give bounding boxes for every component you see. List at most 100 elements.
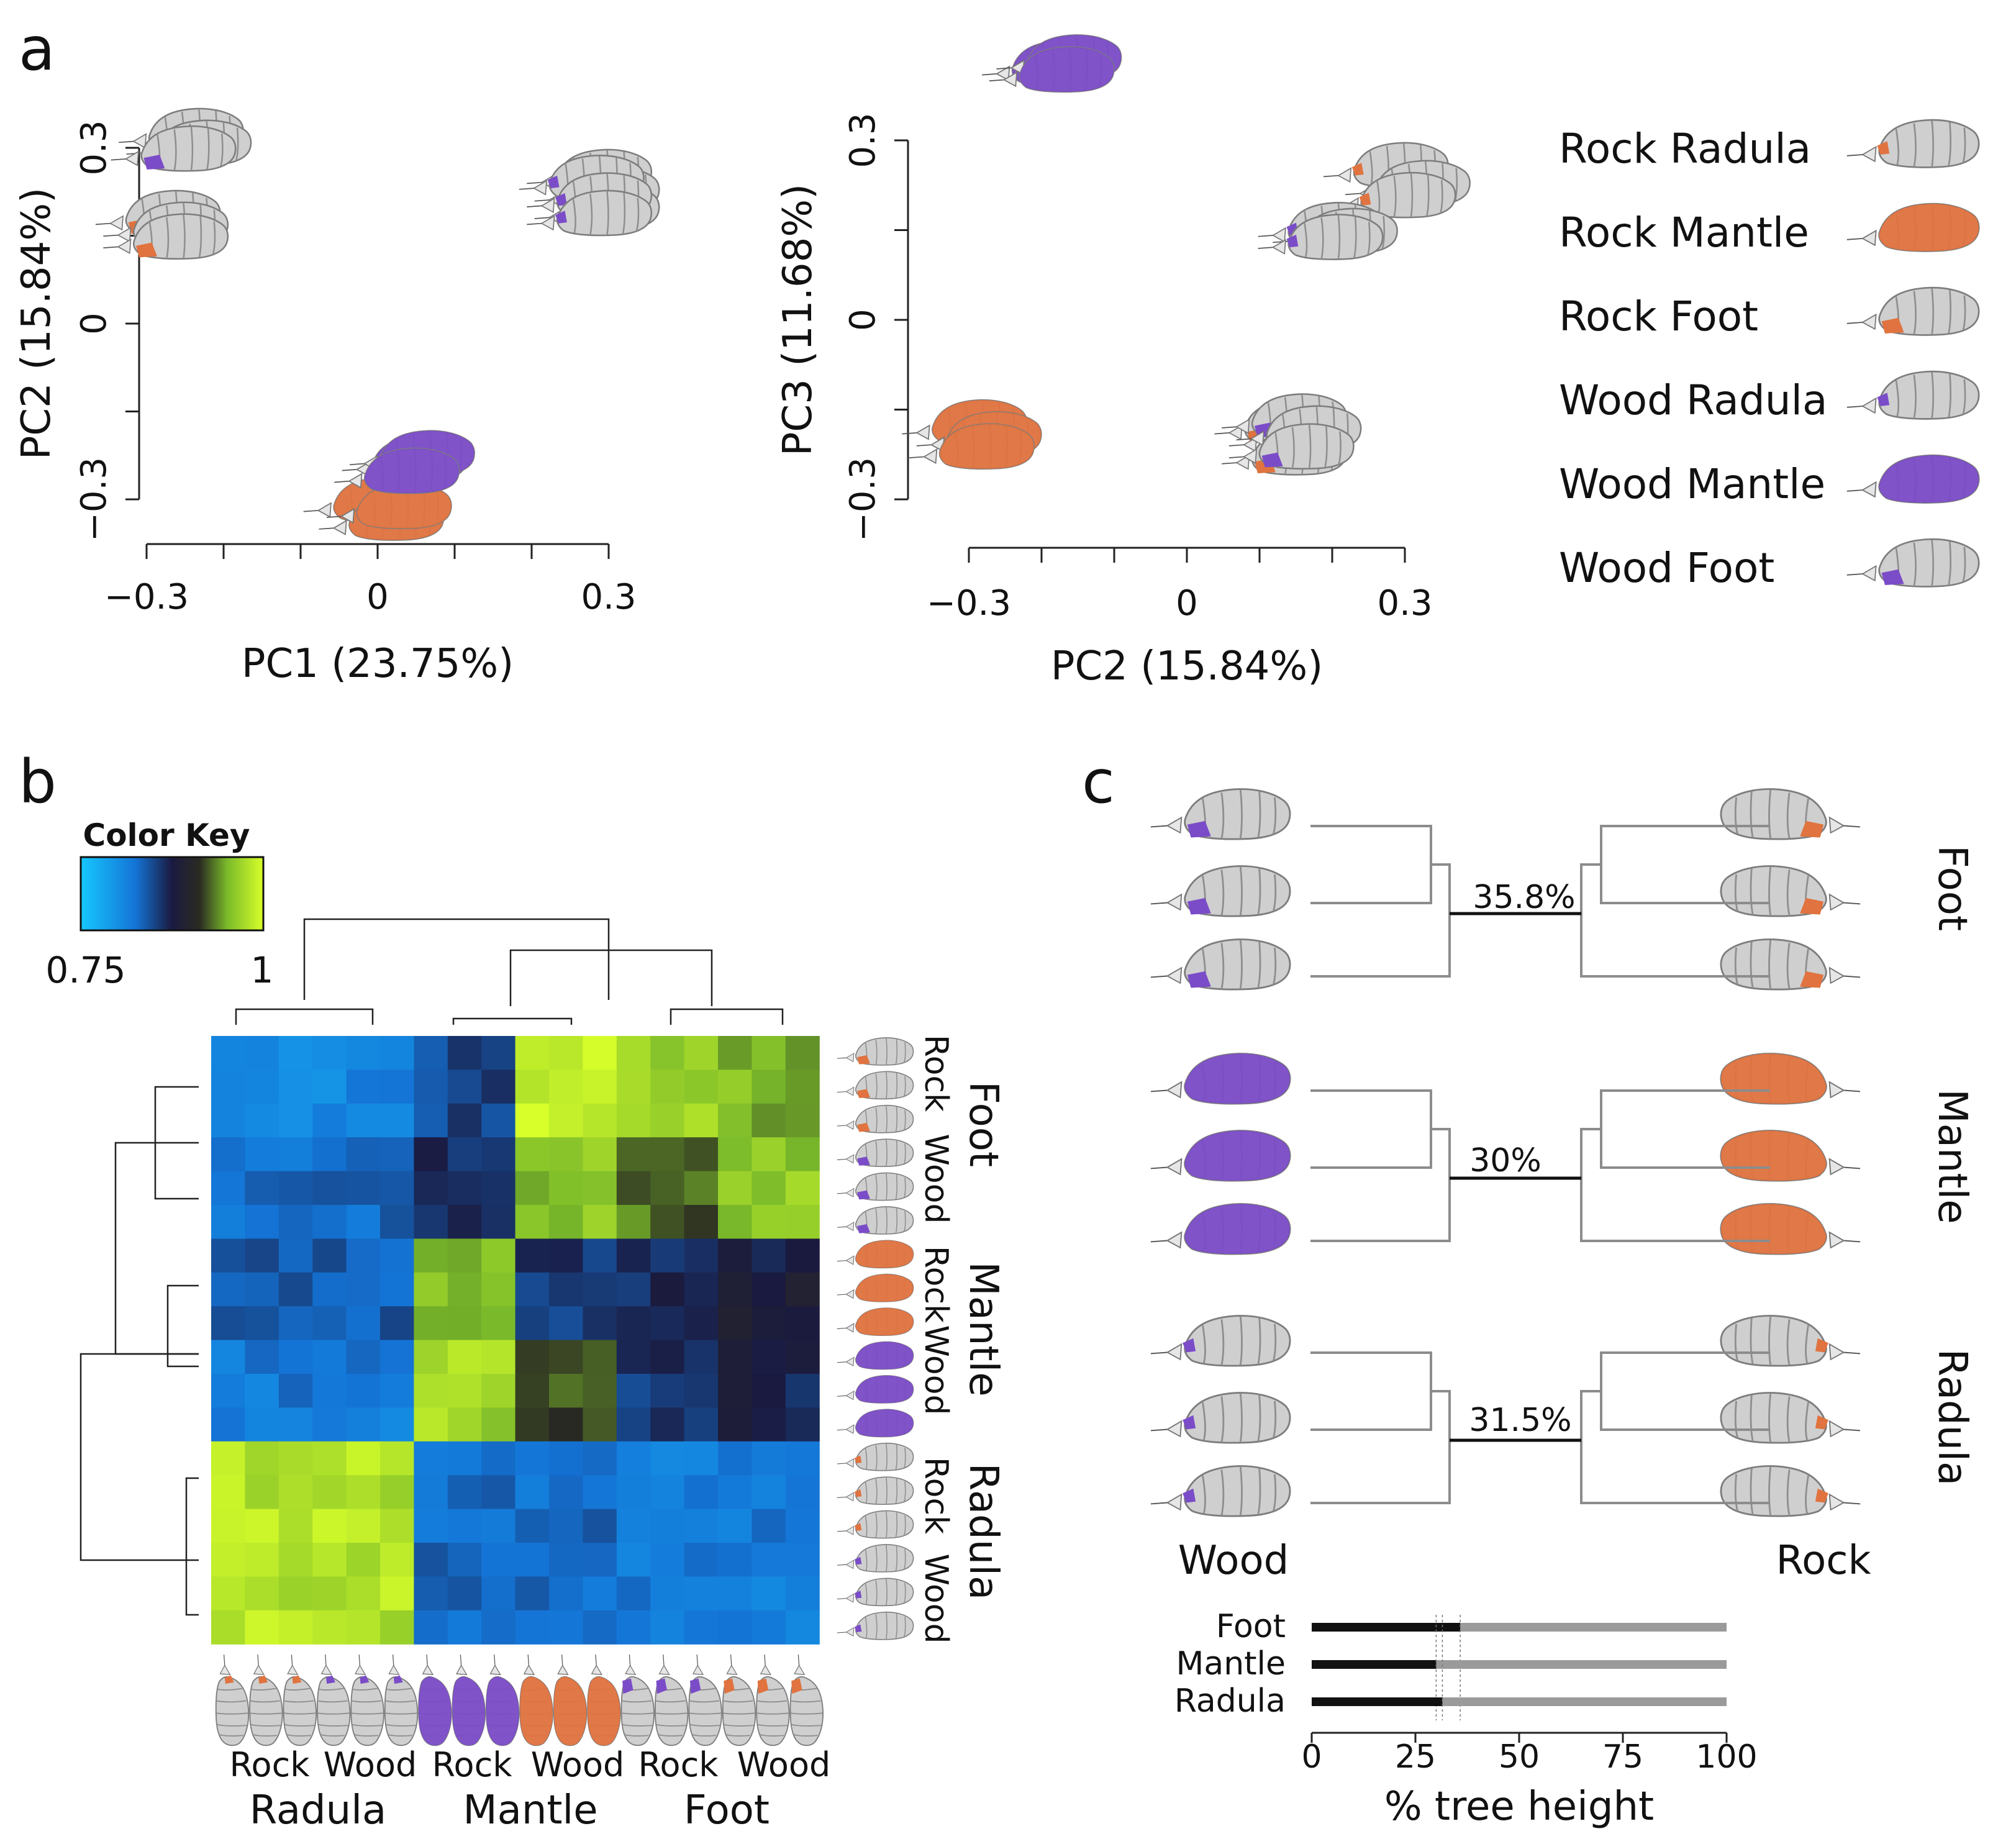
legend: Rock Radula Rock Mantle Rock Foot Wood Radu… [1559,119,1980,592]
heatmap-cell [549,1205,583,1239]
percent-label-radula: 31.5% [1469,1402,1571,1439]
row-sample-icon [837,1442,914,1471]
column-sample-icon [350,1654,384,1746]
rock-sample-icon [1720,1315,1861,1367]
heatmap-cell [211,1137,245,1172]
heatmap-cell [346,1543,381,1577]
row-sample-icon [837,1409,914,1438]
heatmap-cell [583,1205,617,1239]
dendrogram-branch [1310,1351,1432,1431]
heatmap-cell [751,1475,786,1510]
heatmap-cell [650,1475,685,1510]
column-sample-icon [485,1654,520,1746]
wood-sample-icon [1150,1315,1291,1367]
dendrogram-branch [1580,1390,1770,1504]
row-sub-label: Rock [917,1457,955,1534]
legend-label: Rock Mantle [1559,209,1809,257]
row-sub-label: Wood [917,1133,955,1224]
row-sample-icon [837,1273,914,1302]
heatmap-cell [447,1103,482,1138]
column-sample-icon [688,1654,722,1746]
heatmap-cell [245,1272,279,1307]
heatmap-cell [245,1137,279,1172]
heatmap-cell [312,1137,347,1172]
wood-sample-icon [1150,1053,1291,1105]
column-sample-icon [215,1654,250,1746]
legend-label: Wood Mantle [1559,460,1825,508]
heatmap-cell [447,1137,482,1172]
heatmap-cell [751,1374,786,1408]
panel-label-a: a [19,14,55,84]
heatmap-cell [785,1137,820,1172]
heatmap-cell [515,1137,550,1172]
heatmap-cell [650,1137,685,1172]
heatmap-cell [515,1103,550,1138]
dendrogram-branch [79,1353,199,1561]
heatmap-cell [447,1610,482,1645]
heatmap-cell [616,1238,651,1273]
heatmap-cell [684,1069,719,1104]
heatmap-cell [549,1543,583,1577]
panel-label-c: c [1082,747,1115,817]
heatmap-cell [616,1069,651,1104]
heatmap-cell [278,1205,313,1239]
heatmap-cell [549,1306,583,1341]
dendrogram-branch [154,1086,199,1200]
heatmap-cell [785,1576,820,1611]
heatmap-cell [515,1036,550,1070]
heatmap-cell [481,1238,516,1273]
wood-sample-icon [1150,788,1291,840]
heatmap-cell [785,1238,820,1273]
wood-sample-icon [1150,1130,1291,1182]
legend-marker [1846,286,1980,336]
heatmap-cell [414,1509,448,1543]
heatmap-cell [447,1543,482,1577]
heatmap-cell [718,1340,752,1374]
heatmap-cell [718,1407,752,1442]
heatmap-cell [346,1407,381,1442]
heatmap-cell [549,1103,583,1138]
legend-label: Rock Radula [1559,125,1811,173]
heatmap-cell [785,1171,820,1206]
heatmap-dendrograms [79,918,784,1616]
heatmap-cell [515,1576,550,1611]
dendrogram-branch [1310,825,1432,904]
heatmap-cell [684,1543,719,1577]
dendrogram-branch [509,949,713,1006]
heatmap-cell [414,1103,448,1138]
heatmap-cell [346,1576,381,1611]
column-sample-icon [452,1654,486,1746]
heatmap-cell [481,1171,516,1206]
tree-height-bar-chart [1310,1615,1728,1743]
column-sample-icons [215,1654,824,1746]
heatmap-cell [751,1205,786,1239]
heatmap-cell [380,1441,414,1476]
heatmap-cell [616,1340,651,1374]
heatmap-cell [684,1509,719,1543]
heatmap-cell [245,1374,279,1408]
heatmap-cell [650,1103,685,1138]
x-tick-label: 0.3 [581,577,636,617]
heatmap-cell [583,1238,617,1273]
bar-x-tick-label: 25 [1395,1738,1436,1776]
dendrogram-branch [166,1284,199,1368]
heatmap-cell [312,1205,347,1239]
row-sample-icon [837,1341,914,1370]
heatmap-cell [414,1610,448,1645]
heatmap-cell [245,1103,279,1138]
heatmap-cell [549,1069,583,1104]
point-wood-radula [1257,214,1384,260]
heatmap-cell [312,1509,347,1543]
y-tick-label: 0.3 [74,120,114,175]
heatmap-cell [481,1407,516,1442]
y-tick-label: 0 [74,312,114,335]
heatmap-cell [515,1069,550,1104]
row-sample-icon [837,1544,914,1573]
row-sample-icon [837,1240,914,1269]
heatmap-cell [447,1407,482,1442]
heatmap-cell [481,1137,516,1172]
heatmap-cell [583,1103,617,1138]
heatmap-cell [211,1576,245,1611]
heatmap-cell [278,1475,313,1510]
